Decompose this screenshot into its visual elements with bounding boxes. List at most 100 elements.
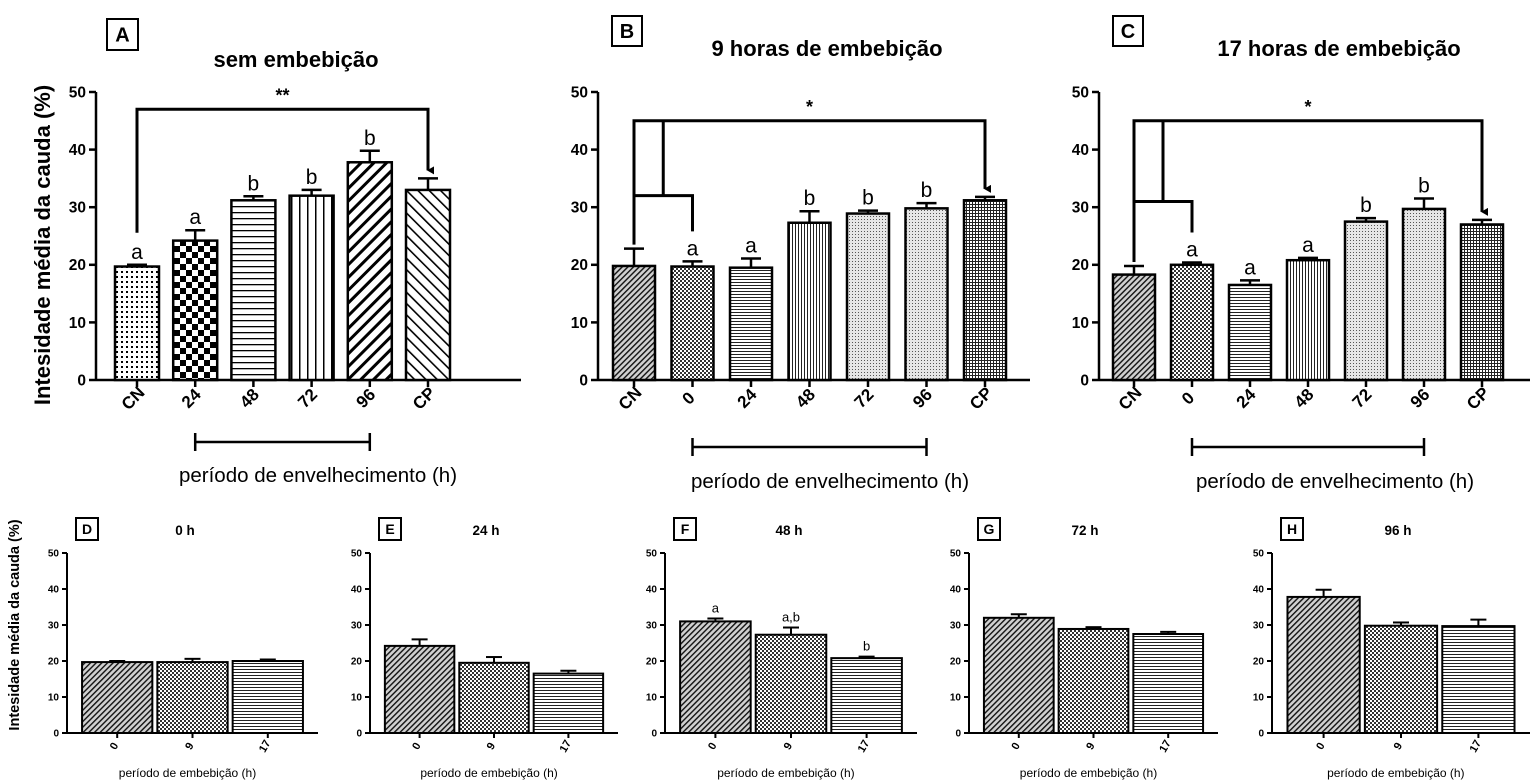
x-tick-label: 0 [679,388,699,408]
bar [1169,263,1215,382]
significance-letter: b [863,639,870,654]
x-tick-label: CN [118,383,149,414]
panel-title: 72 h [1071,523,1098,538]
bar [230,199,277,382]
y-tick-label: 30 [646,621,658,632]
bar [288,194,335,382]
bar [754,633,828,734]
panel-title: 48 h [775,523,802,538]
y-tick-label: 50 [1253,549,1265,560]
bar [532,672,605,734]
x-tick-label: 72 [851,385,878,412]
y-tick-label: 20 [646,657,658,668]
bar [1459,223,1505,382]
y-tick-label: 0 [955,729,961,740]
y-tick-label: 10 [1072,315,1089,332]
y-axis-label-top: Intesidade média da cauda (%) [30,85,55,405]
significance-letter: a [189,206,201,229]
x-tick-label: 48 [792,385,819,412]
y-tick-label: 20 [69,257,86,274]
y-tick-label: 40 [69,142,86,159]
bar [1285,258,1331,382]
panel-label: F [681,521,690,537]
x-tick-label: 0 [1178,388,1198,408]
panel-title: 96 h [1384,523,1411,538]
y-tick-label: 10 [351,693,363,704]
bar [1227,283,1273,382]
y-axis-label-bottom: Intesidade média da cauda (%) [7,519,23,730]
x-tick-label: 0 [706,741,719,752]
bar [1401,207,1447,382]
x-tick-label: 96 [909,385,936,412]
significance-bracket [632,119,991,241]
significance-letter: b [364,127,376,150]
x-tick-label: 72 [1349,385,1376,412]
x-axis-label: período de embebição (h) [717,766,854,780]
bar [231,660,304,734]
significance-letter: b [921,179,933,202]
x-tick-label: 24 [1233,385,1260,412]
y-tick-label: 0 [651,729,657,740]
x-tick-label: 24 [734,385,761,412]
x-tick-label: 0 [1009,741,1022,752]
x-tick-label: 17 [1468,738,1485,755]
panel-label-box [1112,15,1144,47]
y-tick-label: 20 [571,257,588,274]
y-tick-label: 10 [69,315,86,332]
significance-letter: b [862,187,874,210]
bar [113,265,161,382]
panel-label: H [1287,521,1297,537]
y-tick-label: 30 [950,621,962,632]
x-tick-label: 9 [1392,741,1405,752]
bar [670,265,715,382]
x-axis-label: período de embebição (h) [1020,766,1157,780]
y-tick-label: 30 [48,621,60,632]
y-tick-label: 0 [1080,372,1089,389]
bar [679,620,752,735]
y-tick-label: 0 [579,372,588,389]
bar [611,264,657,382]
bar [1286,595,1361,734]
y-tick-label: 30 [1253,621,1265,632]
y-tick-label: 10 [48,693,60,704]
panel-label-box [611,15,643,47]
panel-label-box [75,517,99,541]
x-tick-label: 48 [1291,385,1318,412]
sub-bracket [632,194,694,245]
bar [81,661,154,735]
panel-title: 9 horas de embebição [711,36,942,61]
significance-letter: b [306,166,318,189]
significance-letter: b [1418,175,1430,198]
x-tick-label: 17 [1157,738,1174,755]
significance-letter: b [804,187,816,210]
panel-title: 0 h [175,523,195,538]
y-tick-label: 50 [950,549,962,560]
significance-letter: a [712,601,720,616]
bar [728,266,774,382]
x-tick-label: 17 [856,738,873,755]
panel-label: G [984,521,995,537]
panel-label: D [82,521,92,537]
bar [346,161,394,382]
significance-letter: a [1244,256,1256,279]
bar [1111,273,1157,382]
bar [1132,633,1205,734]
y-tick-label: 10 [646,693,658,704]
y-tick-label: 50 [69,84,86,101]
x-tick-label: CN [1115,383,1146,414]
bar [383,644,456,735]
y-tick-label: 0 [1258,729,1264,740]
significance-stars: * [806,97,813,117]
bar [1057,627,1130,735]
panel-title: sem embebição [213,47,378,72]
y-tick-label: 30 [351,621,363,632]
bar [404,188,452,382]
y-tick-label: 50 [1072,84,1089,101]
bar [1363,624,1439,734]
bar [787,221,832,382]
panel-title: 17 horas de embebição [1217,36,1460,61]
x-tick-label: 72 [294,385,321,412]
panel-label-box [378,517,402,541]
